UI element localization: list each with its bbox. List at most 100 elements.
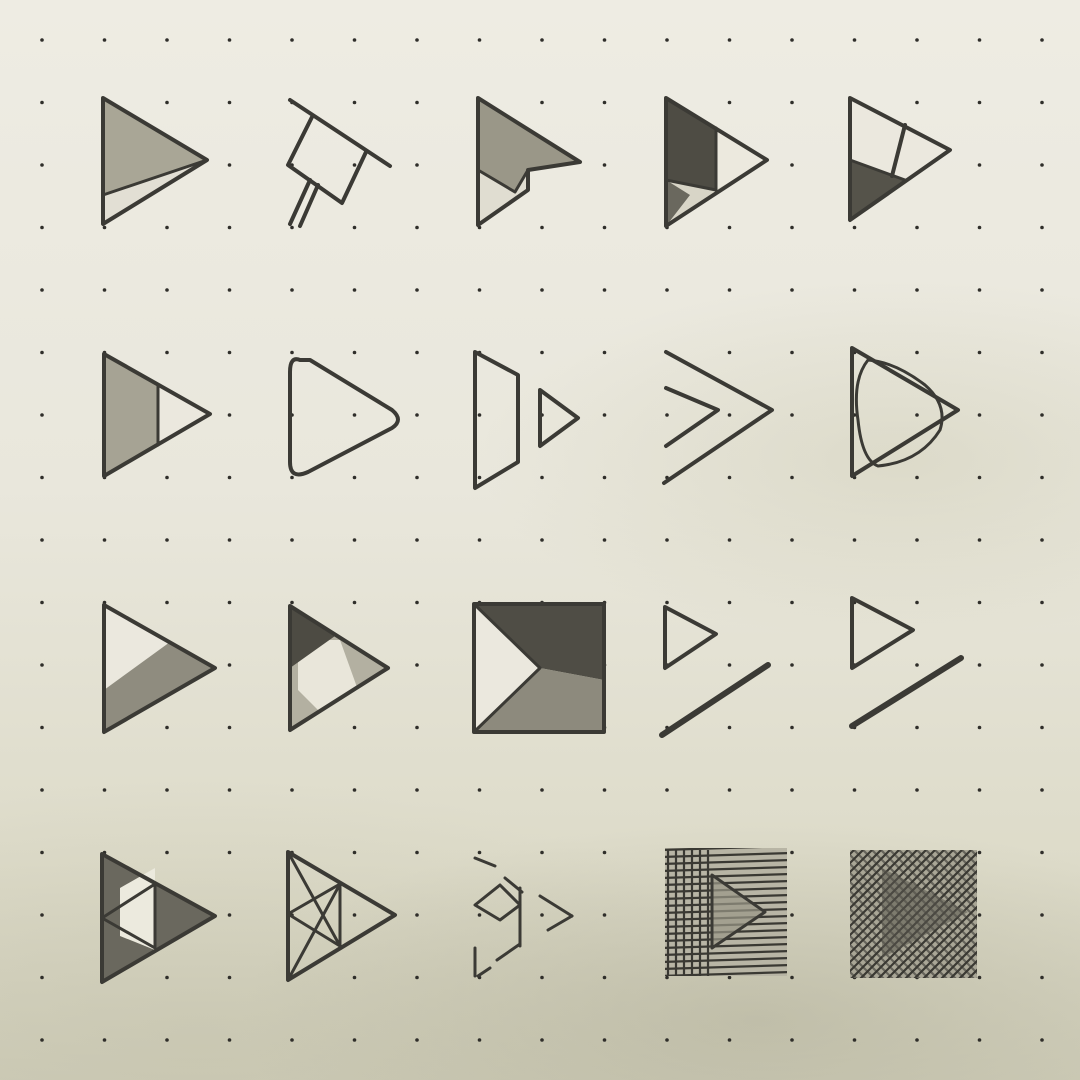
- grid-dot: [540, 1038, 544, 1042]
- grid-dot: [977, 663, 982, 667]
- grid-dot: [1040, 725, 1044, 730]
- grid-dot: [352, 1038, 357, 1042]
- grid-dot: [1040, 350, 1044, 355]
- grid-dot: [165, 100, 169, 105]
- grid-dot: [540, 788, 544, 792]
- grid-dot: [477, 1038, 482, 1042]
- grid-dot: [977, 725, 982, 730]
- grid-dot: [977, 38, 982, 42]
- grid-dot: [227, 600, 232, 605]
- grid-dot: [352, 913, 357, 917]
- play-triangle-quadrants-icon: [664, 96, 769, 228]
- grid-dot: [915, 38, 919, 42]
- grid-dot: [165, 725, 169, 730]
- grid-dot: [602, 100, 607, 105]
- grid-dot: [1040, 163, 1044, 167]
- grid-dot: [727, 350, 732, 355]
- grid-dot: [790, 600, 794, 605]
- grid-dot: [602, 38, 607, 42]
- grid-dot: [790, 725, 794, 730]
- grid-dot: [227, 475, 232, 480]
- grid-dot: [352, 725, 357, 730]
- grid-dot: [665, 600, 669, 605]
- grid-dot: [602, 850, 607, 855]
- grid-dot: [40, 538, 44, 542]
- grid-dot: [415, 475, 419, 480]
- grid-dot: [165, 788, 169, 792]
- play-triangle-tip-dark-icon: [288, 604, 390, 732]
- grid-dot: [915, 350, 919, 355]
- grid-dot: [40, 38, 44, 42]
- play-sierpinski-shaded-icon: [100, 852, 217, 984]
- grid-dot: [415, 725, 419, 730]
- grid-dot: [1040, 788, 1044, 792]
- grid-dot: [352, 475, 357, 480]
- grid-dot: [977, 350, 982, 355]
- play-filled-with-slash-icon: [659, 605, 771, 738]
- grid-dot: [40, 163, 44, 167]
- grid-dot: [102, 225, 107, 230]
- grid-dot: [415, 350, 419, 355]
- grid-dot: [415, 663, 419, 667]
- grid-dot: [790, 975, 794, 980]
- grid-dot: [665, 38, 669, 42]
- grid-dot: [40, 975, 44, 980]
- grid-dot: [165, 475, 169, 480]
- grid-dot: [602, 913, 607, 917]
- grid-dot: [227, 163, 232, 167]
- grid-dot: [102, 788, 107, 792]
- grid-dot: [352, 788, 357, 792]
- play-hatched-square-diagonal-icon: [850, 850, 977, 978]
- grid-dot: [352, 225, 357, 230]
- grid-dot: [977, 850, 982, 855]
- grid-dot: [415, 288, 419, 292]
- grid-dot: [665, 1038, 669, 1042]
- grid-dot: [1040, 975, 1044, 980]
- grid-dot: [415, 100, 419, 105]
- grid-dot: [352, 100, 357, 105]
- grid-dot: [352, 413, 357, 417]
- grid-dot: [540, 38, 544, 42]
- grid-dot: [977, 475, 982, 480]
- grid-dot: [290, 38, 294, 42]
- grid-dot: [915, 600, 919, 605]
- grid-dot: [915, 475, 919, 480]
- grid-dot: [352, 288, 357, 292]
- grid-dot: [290, 538, 294, 542]
- grid-dot: [977, 1038, 982, 1042]
- grid-dot: [852, 538, 857, 542]
- grid-dot: [352, 975, 357, 980]
- grid-dot: [415, 788, 419, 792]
- grid-dot: [977, 538, 982, 542]
- play-triangle-shaded-left-icon: [102, 352, 212, 478]
- grid-dot: [165, 538, 169, 542]
- grid-dot: [1040, 850, 1044, 855]
- grid-dot: [352, 538, 357, 542]
- grid-dot: [227, 288, 232, 292]
- grid-dot: [290, 288, 294, 292]
- grid-dot: [415, 850, 419, 855]
- grid-dot: [665, 788, 669, 792]
- grid-dot: [40, 913, 44, 917]
- grid-dot: [165, 350, 169, 355]
- grid-dot: [790, 663, 794, 667]
- grid-dot: [165, 975, 169, 980]
- grid-dot: [602, 788, 607, 792]
- grid-dot: [165, 225, 169, 230]
- grid-dot: [540, 100, 544, 105]
- grid-dot: [727, 725, 732, 730]
- grid-dot: [852, 1038, 857, 1042]
- grid-dot: [227, 100, 232, 105]
- grid-dot: [1040, 38, 1044, 42]
- grid-dot: [790, 225, 794, 230]
- grid-dot: [102, 1038, 107, 1042]
- grid-dot: [352, 850, 357, 855]
- grid-dot: [602, 225, 607, 230]
- grid-dot: [602, 538, 607, 542]
- grid-dot: [977, 600, 982, 605]
- grid-dot: [977, 413, 982, 417]
- grid-dot: [977, 788, 982, 792]
- grid-dot: [727, 663, 732, 667]
- grid-dot: [352, 350, 357, 355]
- grid-dot: [1040, 913, 1044, 917]
